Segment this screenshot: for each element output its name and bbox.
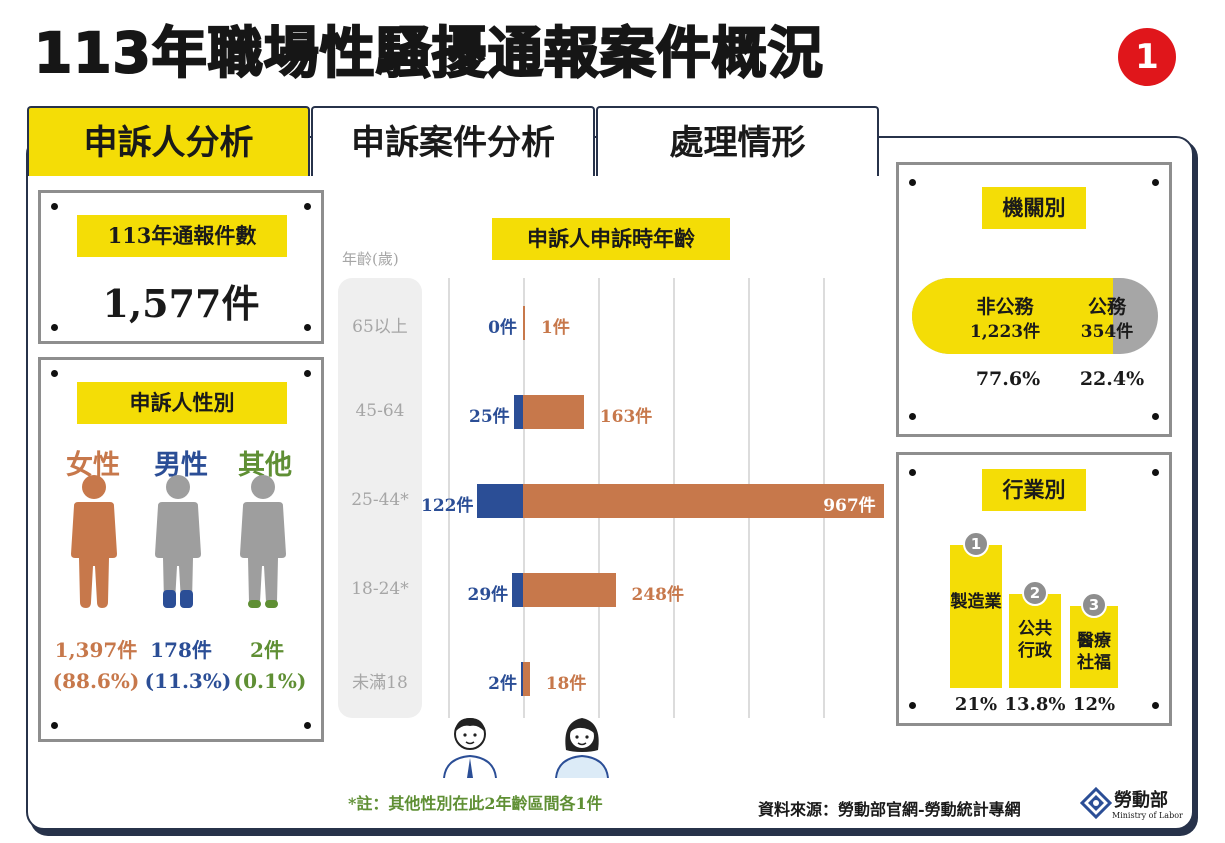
total-box: 113年通報件數 1,577件 bbox=[38, 190, 324, 344]
industry-bar bbox=[1070, 606, 1118, 688]
man-avatar-icon bbox=[443, 718, 497, 778]
other-person-icon bbox=[240, 475, 286, 608]
female-person-icon bbox=[71, 475, 117, 608]
gender-label: 申訴人性別 bbox=[77, 382, 287, 424]
industry-rank-badge: 3 bbox=[1081, 592, 1107, 619]
source-text: 資料來源：勞動部官網-勞動統計專網 bbox=[758, 800, 1021, 819]
ministry-logo-icon bbox=[1080, 787, 1112, 819]
industry-pct: 21% bbox=[954, 694, 998, 715]
tab-case-analysis[interactable]: 申訴案件分析 bbox=[311, 106, 595, 176]
page-title: 113年職場性騷擾通報案件概況 bbox=[33, 20, 824, 86]
total-label: 113年通報件數 bbox=[77, 215, 287, 257]
industry-label: 行業別 bbox=[982, 469, 1086, 511]
page-number-badge: 1 bbox=[1118, 28, 1176, 86]
agency-nonpublic-pct: 77.6% bbox=[975, 368, 1041, 390]
logo-sub: Ministry of Labor bbox=[1112, 811, 1183, 820]
gender-male-count: 178件 bbox=[150, 638, 212, 662]
agency-public-pct: 22.4% bbox=[1079, 368, 1145, 390]
industry-pct: 12% bbox=[1072, 694, 1116, 715]
age-axis-label: 年齡(歲) bbox=[342, 250, 399, 268]
industry-name: 醫療 社福 bbox=[1077, 631, 1111, 674]
gender-male-pct: (11.3%) bbox=[144, 669, 232, 693]
agency-nonpublic-count: 1,223件 bbox=[969, 322, 1041, 342]
gender-female-count: 1,397件 bbox=[54, 638, 138, 662]
agency-label: 機關別 bbox=[982, 187, 1086, 229]
industry-pct: 13.8% bbox=[1004, 694, 1066, 715]
industry-rank-badge: 2 bbox=[1022, 580, 1048, 607]
logo-name: 勞動部 bbox=[1114, 790, 1168, 811]
agency-public-name: 公務 bbox=[1087, 296, 1126, 318]
age-axis-pill bbox=[338, 278, 422, 718]
industry-bar bbox=[950, 545, 1002, 688]
agency-nonpublic-name: 非公務 bbox=[976, 296, 1034, 318]
agency-public-count: 354件 bbox=[1080, 322, 1134, 342]
agency-bar-nonpublic bbox=[912, 278, 1113, 354]
age-chart-note: *註：其他性別在此2年齡區間各1件 bbox=[348, 794, 603, 813]
industry-name: 公共 行政 bbox=[1018, 619, 1052, 662]
woman-avatar-icon bbox=[555, 718, 609, 778]
industry-rank-badge: 1 bbox=[963, 531, 989, 558]
gender-female-pct: (88.6%) bbox=[52, 669, 140, 693]
total-value: 1,577件 bbox=[102, 281, 260, 326]
gender-other-count: 2件 bbox=[250, 638, 284, 662]
tab-complainant-analysis[interactable]: 申訴人分析 bbox=[27, 106, 310, 176]
male-person-icon bbox=[155, 475, 201, 608]
tab-handling[interactable]: 處理情形 bbox=[596, 106, 879, 176]
gender-other-pct: (0.1%) bbox=[233, 669, 307, 693]
industry-bar bbox=[1009, 594, 1061, 688]
industry-name: 製造業 bbox=[950, 592, 1002, 613]
age-chart-title: 申訴人申訴時年齡 bbox=[492, 218, 730, 260]
agency-bar bbox=[912, 278, 1158, 354]
